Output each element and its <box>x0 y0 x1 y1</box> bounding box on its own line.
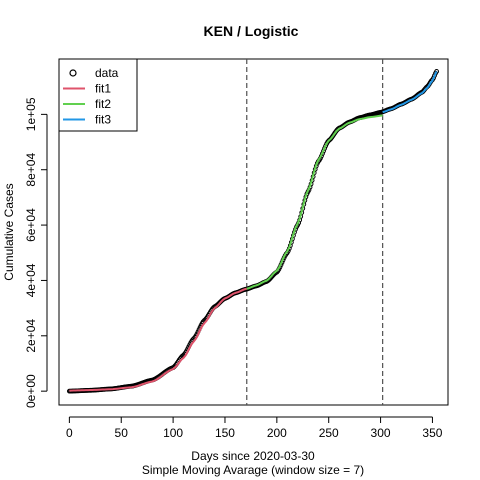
series-fit2-line <box>246 114 383 290</box>
x-tick-label-0: 0 <box>66 426 73 440</box>
x-tick-label-6: 300 <box>371 426 391 440</box>
x-tick-label-2: 100 <box>163 426 183 440</box>
legend-label-fit3: fit3 <box>95 113 111 127</box>
x-axis: 0 50 100 150 200 250 300 350 <box>66 416 443 440</box>
x-axis-sublabel: Simple Moving Avarage (window size = 7) <box>142 463 364 477</box>
y-tick-label-0: 0e+00 <box>24 374 38 408</box>
x-axis-label: Days since 2020-03-30 <box>191 449 315 463</box>
y-tick-label-3: 6e+04 <box>24 208 38 242</box>
x-tick-label-4: 200 <box>267 426 287 440</box>
legend-label-data: data <box>95 66 119 80</box>
y-tick-label-5: 1e+05 <box>24 97 38 131</box>
y-tick-label-4: 8e+04 <box>24 153 38 187</box>
legend-label-fit2: fit2 <box>95 97 111 111</box>
series-layer <box>66 69 439 394</box>
series-fit1-line <box>69 287 248 392</box>
x-tick-label-5: 250 <box>319 426 339 440</box>
plot-frame <box>58 58 449 406</box>
legend-label-fit1: fit1 <box>95 82 111 96</box>
series-fit3-line <box>382 71 438 114</box>
chart-title: KEN / Logistic <box>204 23 299 39</box>
x-tick-label-7: 350 <box>422 426 442 440</box>
y-tick-label-2: 4e+04 <box>24 263 38 297</box>
y-axis: 0e+00 2e+04 4e+04 6e+04 8e+04 1e+05 <box>24 97 48 408</box>
y-tick-label-1: 2e+04 <box>24 319 38 353</box>
x-tick-label-3: 150 <box>215 426 235 440</box>
x-tick-label-1: 50 <box>115 426 129 440</box>
legend-symbol-data <box>69 69 77 77</box>
vertical-markers <box>246 59 384 405</box>
y-axis-label: Cumulative Cases <box>2 183 16 280</box>
